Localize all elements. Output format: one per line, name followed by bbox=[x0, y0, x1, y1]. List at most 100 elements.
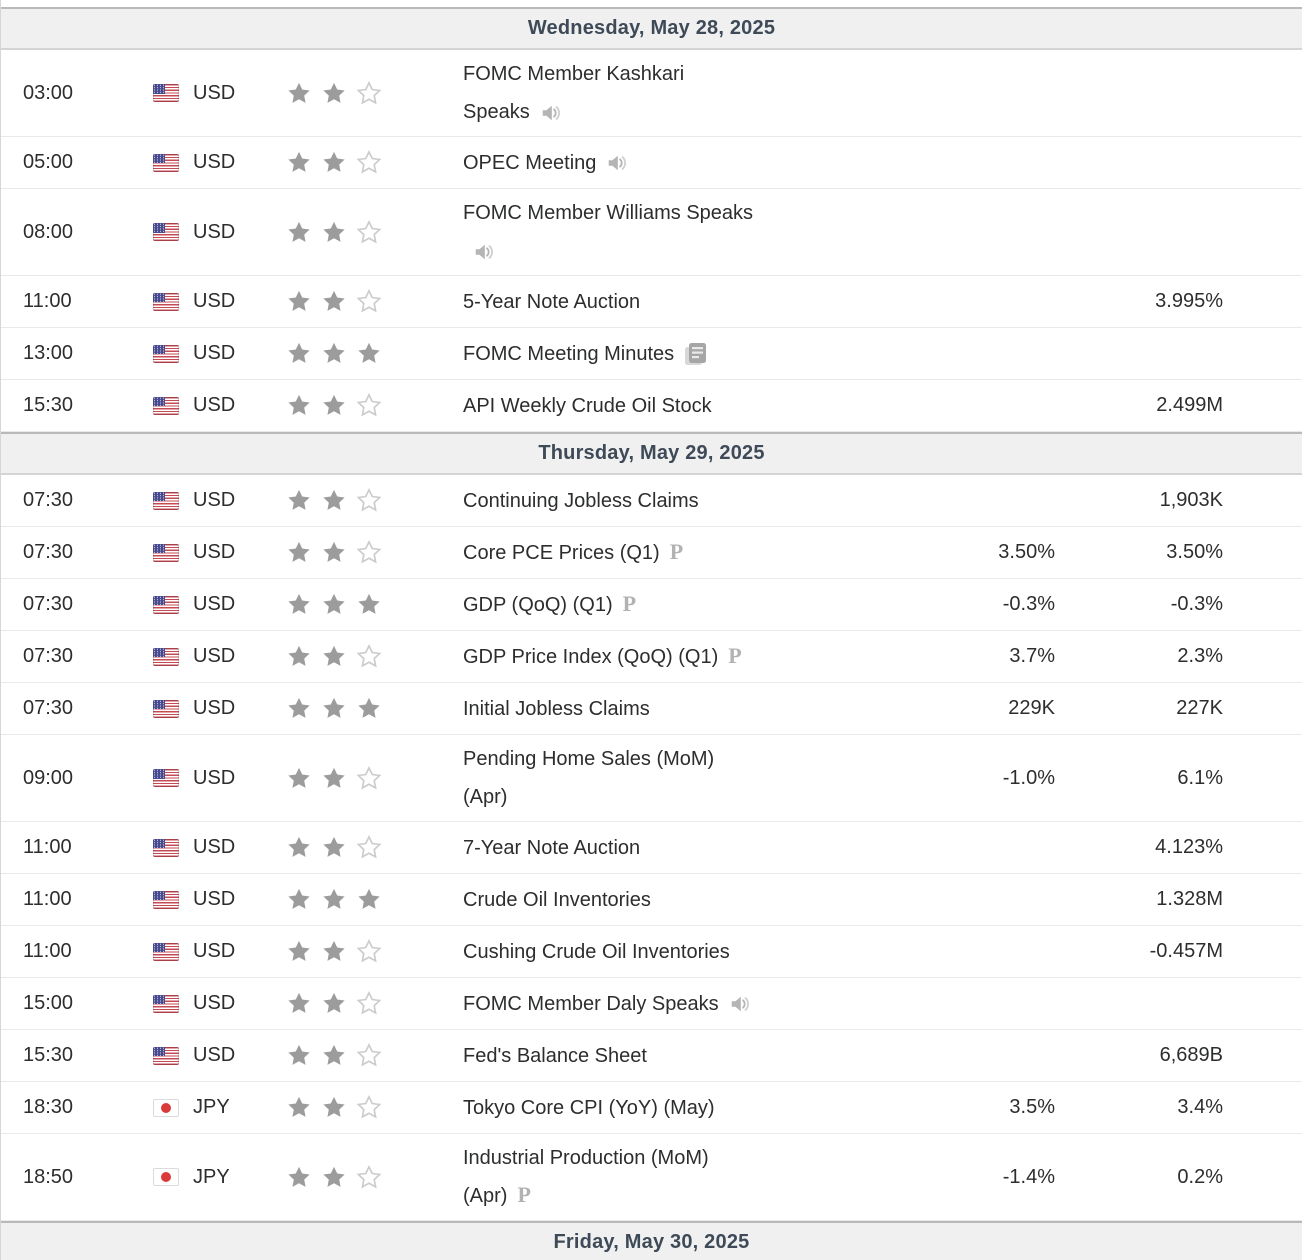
previous-value: 2.3% bbox=[1177, 645, 1223, 667]
event-row[interactable]: 11:00 USD Cushing Crude Oil Inventories -0.… bbox=[1, 926, 1302, 978]
event-row[interactable]: 09:00 USD Pending Home Sales (MoM) (Apr) -1… bbox=[1, 735, 1302, 822]
time-label: 07:30 bbox=[23, 645, 74, 667]
previous-value: -0.457M bbox=[1149, 940, 1223, 962]
importance-stars bbox=[276, 1095, 463, 1120]
event-row[interactable]: 18:50 JPY Industrial Production (MoM) (Apr… bbox=[1, 1134, 1302, 1221]
event-name[interactable]: Pending Home Sales (MoM) (Apr) bbox=[463, 748, 715, 808]
star-filled-icon bbox=[321, 488, 347, 513]
star-filled-icon bbox=[286, 1165, 312, 1190]
event-name[interactable]: Continuing Jobless Claims bbox=[463, 489, 699, 512]
previous-value: 6.1% bbox=[1177, 766, 1223, 789]
event-name[interactable]: FOMC Member Daly Speaks bbox=[463, 992, 719, 1015]
us-flag-icon bbox=[153, 491, 179, 510]
star-filled-icon bbox=[286, 150, 312, 175]
currency-code: USD bbox=[193, 593, 236, 615]
currency-cell: USD bbox=[141, 221, 276, 244]
event-row[interactable]: 07:30 USD GDP (QoQ) (Q1) P -0.3% -0.3% bbox=[1, 579, 1302, 631]
currency-code: USD bbox=[193, 81, 236, 104]
star-filled-icon bbox=[286, 835, 312, 860]
currency-code: USD bbox=[193, 290, 236, 312]
event-cell: Cushing Crude Oil Inventories bbox=[463, 928, 887, 976]
event-row[interactable]: 08:00 USD FOMC Member Williams Speaks bbox=[1, 189, 1302, 276]
event-row[interactable]: 15:30 USD API Weekly Crude Oil Stock 2.499M bbox=[1, 380, 1302, 432]
currency-cell: USD bbox=[141, 82, 276, 105]
event-name[interactable]: GDP (QoQ) (Q1) bbox=[463, 593, 613, 616]
event-row[interactable]: 13:00 USD FOMC Meeting Minutes bbox=[1, 328, 1302, 380]
forecast-value: 3.50% bbox=[998, 541, 1055, 563]
star-filled-icon bbox=[286, 488, 312, 513]
event-row[interactable]: 15:30 USD Fed's Balance Sheet 6,689B bbox=[1, 1030, 1302, 1082]
importance-stars bbox=[276, 341, 463, 366]
event-cell: Initial Jobless Claims bbox=[463, 685, 887, 733]
forecast-value: 229K bbox=[1008, 697, 1055, 719]
star-filled-icon bbox=[286, 220, 312, 245]
event-name[interactable]: API Weekly Crude Oil Stock bbox=[463, 394, 712, 417]
event-name[interactable]: GDP Price Index (QoQ) (Q1) bbox=[463, 645, 719, 668]
event-name[interactable]: Core PCE Prices (Q1) bbox=[463, 541, 660, 564]
star-outline-icon bbox=[356, 1095, 382, 1120]
event-row[interactable]: 05:00 USD OPEC Meeting bbox=[1, 137, 1302, 189]
star-filled-icon bbox=[321, 696, 347, 721]
event-name[interactable]: FOMC Member Williams Speaks bbox=[463, 202, 754, 224]
currency-cell: USD bbox=[141, 697, 276, 720]
star-filled-icon bbox=[356, 341, 382, 366]
us-flag-icon bbox=[153, 838, 179, 857]
event-cell: FOMC Member Williams Speaks bbox=[463, 189, 887, 275]
event-cell: Core PCE Prices (Q1) P bbox=[463, 529, 887, 577]
event-name[interactable]: 5-Year Note Auction bbox=[463, 290, 641, 313]
importance-stars bbox=[276, 1043, 463, 1068]
report-icon[interactable] bbox=[683, 341, 708, 367]
event-name[interactable]: FOMC Member Kashkari Speaks bbox=[463, 63, 685, 123]
event-cell: FOMC Meeting Minutes bbox=[463, 330, 887, 378]
event-name[interactable]: OPEC Meeting bbox=[463, 151, 597, 174]
event-name[interactable]: Crude Oil Inventories bbox=[463, 888, 651, 911]
event-name[interactable]: Initial Jobless Claims bbox=[463, 697, 650, 720]
event-row[interactable]: 07:30 USD Continuing Jobless Claims 1,903K bbox=[1, 475, 1302, 527]
event-row[interactable]: 07:30 USD GDP Price Index (QoQ) (Q1) P 3.7% 2… bbox=[1, 631, 1302, 683]
time-label: 11:00 bbox=[23, 290, 72, 312]
us-flag-icon bbox=[153, 543, 179, 562]
star-filled-icon bbox=[321, 1043, 347, 1068]
star-filled-icon bbox=[321, 939, 347, 964]
forecast-value: -0.3% bbox=[1002, 593, 1055, 615]
event-row[interactable]: 11:00 USD Crude Oil Inventories 1.328M bbox=[1, 874, 1302, 926]
previous-value: 1,903K bbox=[1159, 489, 1223, 511]
event-name[interactable]: Industrial Production (MoM) (Apr) bbox=[463, 1147, 709, 1207]
previous-value: 0.2% bbox=[1177, 1165, 1223, 1188]
day-header: Wednesday, May 28, 2025 bbox=[1, 7, 1302, 50]
event-name[interactable]: 7-Year Note Auction bbox=[463, 836, 641, 859]
star-outline-icon bbox=[356, 939, 382, 964]
currency-code: USD bbox=[193, 888, 236, 910]
event-cell: FOMC Member Kashkari Speaks bbox=[463, 50, 887, 136]
event-name[interactable]: Cushing Crude Oil Inventories bbox=[463, 940, 730, 963]
currency-code: USD bbox=[193, 836, 236, 858]
event-cell: Pending Home Sales (MoM) (Apr) bbox=[463, 735, 887, 821]
event-name[interactable]: FOMC Meeting Minutes bbox=[463, 342, 675, 365]
forecast-value: 3.5% bbox=[1009, 1096, 1055, 1118]
event-row[interactable]: 07:30 USD Initial Jobless Claims 229K 227K bbox=[1, 683, 1302, 735]
star-filled-icon bbox=[356, 592, 382, 617]
event-row[interactable]: 18:30 JPY Tokyo Core CPI (YoY) (May) 3.5% 3.… bbox=[1, 1082, 1302, 1134]
star-filled-icon bbox=[321, 835, 347, 860]
time-label: 09:00 bbox=[23, 766, 74, 789]
importance-stars bbox=[276, 289, 463, 314]
currency-code: USD bbox=[193, 992, 236, 1014]
event-row[interactable]: 11:00 USD 5-Year Note Auction 3.995% bbox=[1, 276, 1302, 328]
event-name[interactable]: Fed's Balance Sheet bbox=[463, 1044, 647, 1067]
previous-value: 1.328M bbox=[1156, 888, 1223, 910]
preliminary-icon: P bbox=[669, 538, 684, 564]
us-flag-icon bbox=[153, 595, 179, 614]
event-row[interactable]: 15:00 USD FOMC Member Daly Speaks bbox=[1, 978, 1302, 1030]
us-flag-icon bbox=[153, 1046, 179, 1065]
event-row[interactable]: 11:00 USD 7-Year Note Auction 4.123% bbox=[1, 822, 1302, 874]
us-flag-icon bbox=[153, 890, 179, 909]
time-label: 13:00 bbox=[23, 342, 74, 364]
us-flag-icon bbox=[153, 647, 179, 666]
event-row[interactable]: 07:30 USD Core PCE Prices (Q1) P 3.50% 3.50% bbox=[1, 527, 1302, 579]
us-flag-icon bbox=[153, 292, 179, 311]
event-name[interactable]: Tokyo Core CPI (YoY) (May) bbox=[463, 1096, 715, 1119]
event-row[interactable]: 03:00 USD FOMC Member Kashkari Speaks bbox=[1, 50, 1302, 137]
currency-cell: USD bbox=[141, 541, 276, 564]
currency-cell: USD bbox=[141, 645, 276, 668]
